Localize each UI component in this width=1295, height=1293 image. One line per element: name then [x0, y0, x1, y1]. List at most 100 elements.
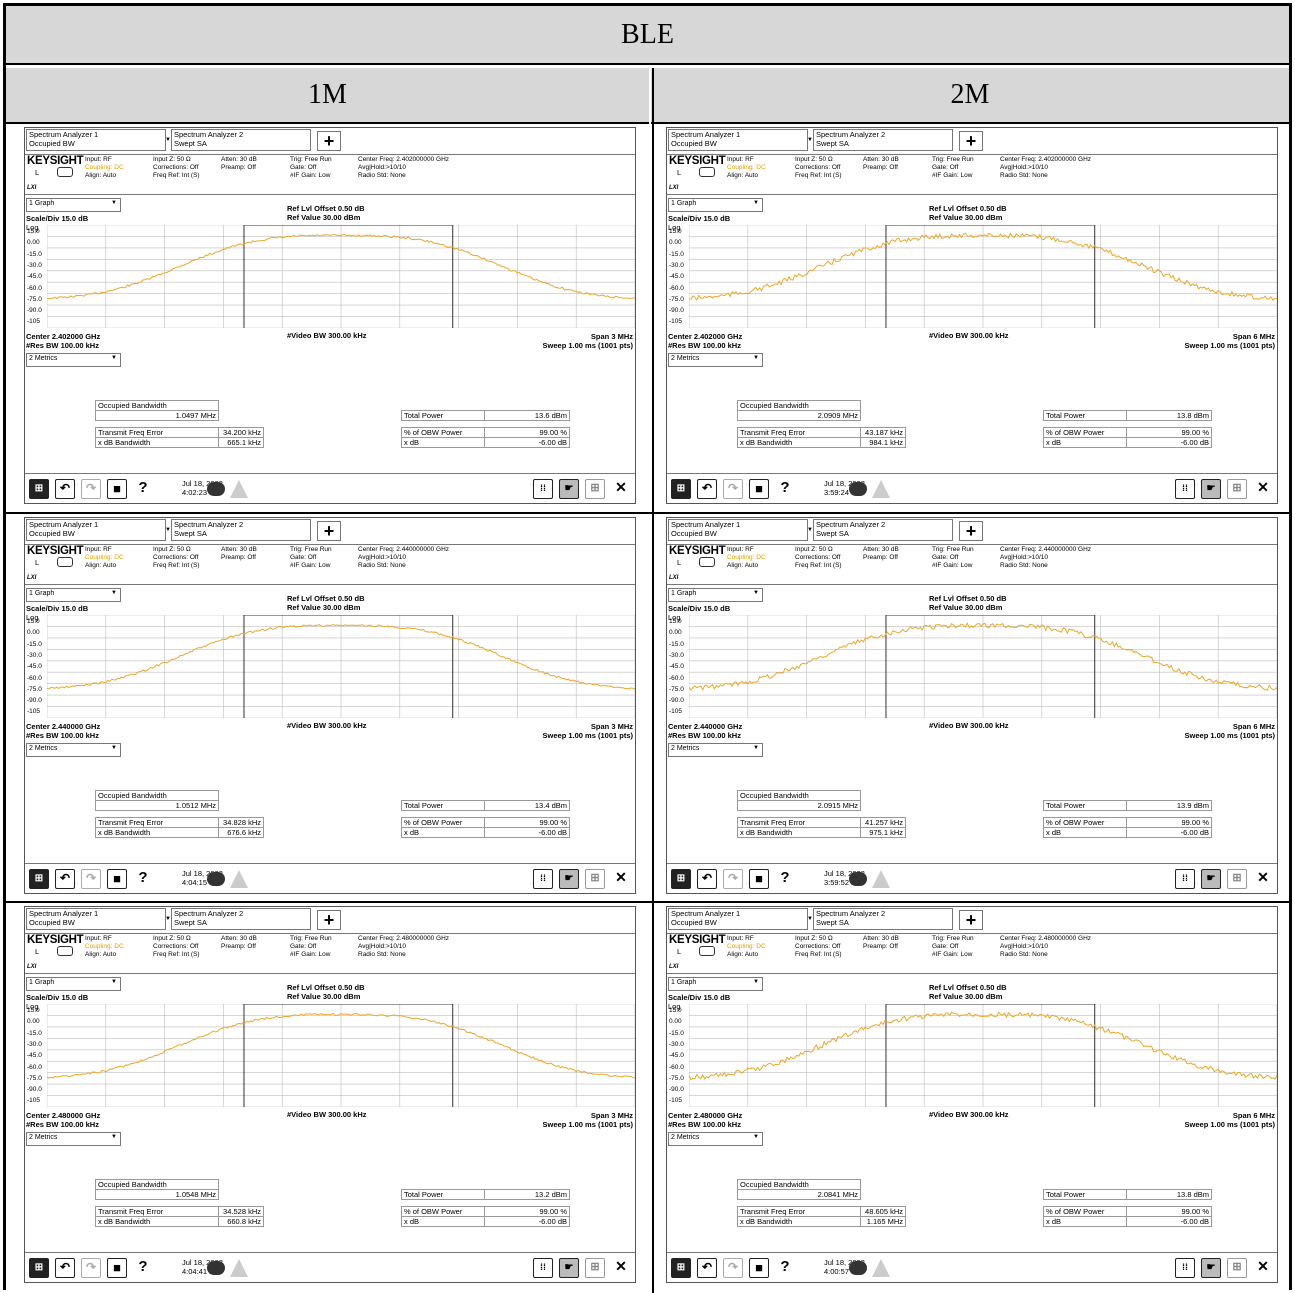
- warning-icon[interactable]: [230, 1259, 248, 1277]
- keypad-icon[interactable]: ⁞⁞: [533, 869, 553, 889]
- keypad-icon[interactable]: ⁞⁞: [533, 1258, 553, 1278]
- gate-setting[interactable]: Gate: Off: [290, 164, 317, 171]
- window-layout-icon[interactable]: ⊞: [1227, 479, 1247, 499]
- windows-icon[interactable]: ⊞: [671, 1258, 691, 1278]
- atten-setting[interactable]: Atten: 30 dB: [863, 546, 899, 553]
- atten-setting[interactable]: Atten: 30 dB: [863, 156, 899, 163]
- gate-setting[interactable]: Gate: Off: [932, 164, 959, 171]
- fullscreen-icon[interactable]: ✕: [615, 869, 627, 885]
- message-icon[interactable]: [207, 872, 225, 886]
- spectrum-plot[interactable]: [689, 225, 1277, 328]
- touch-icon[interactable]: ☛: [1201, 869, 1221, 889]
- corrections-setting[interactable]: Corrections: Off: [153, 943, 199, 950]
- tab-spectrum-analyzer-1[interactable]: Spectrum Analyzer 1 Occupied BW: [26, 519, 166, 541]
- if-gain-setting[interactable]: #IF Gain: Low: [932, 951, 973, 958]
- touch-icon[interactable]: ☛: [1201, 479, 1221, 499]
- help-icon[interactable]: ?: [138, 869, 148, 886]
- input-z-setting[interactable]: Input Z: 50 Ω: [795, 935, 833, 942]
- undo-icon[interactable]: ↶: [697, 479, 717, 499]
- metrics-layout-dropdown[interactable]: 2 Metrics ▼: [26, 353, 121, 367]
- input-z-setting[interactable]: Input Z: 50 Ω: [153, 935, 191, 942]
- folder-icon[interactable]: ■: [749, 479, 769, 499]
- spectrum-plot[interactable]: [689, 1004, 1277, 1107]
- fullscreen-icon[interactable]: ✕: [615, 1258, 627, 1274]
- spectrum-plot[interactable]: [47, 1004, 635, 1107]
- graph-layout-dropdown[interactable]: 1 Graph ▼: [668, 977, 763, 991]
- center-freq-readout[interactable]: Center Freq: 2.480000000 GHz: [358, 935, 450, 942]
- corrections-setting[interactable]: Corrections: Off: [153, 554, 199, 561]
- center-freq-readout[interactable]: Center Freq: 2.440000000 GHz: [1000, 546, 1092, 553]
- preamp-setting[interactable]: Preamp: Off: [863, 554, 898, 561]
- graph-layout-dropdown[interactable]: 1 Graph ▼: [26, 198, 121, 212]
- keypad-icon[interactable]: ⁞⁞: [1175, 869, 1195, 889]
- if-gain-setting[interactable]: #IF Gain: Low: [932, 172, 973, 179]
- touch-icon[interactable]: ☛: [559, 869, 579, 889]
- radio-std-setting[interactable]: Radio Std: None: [1000, 562, 1048, 569]
- windows-icon[interactable]: ⊞: [29, 479, 49, 499]
- coupling-setting[interactable]: Coupling: DC: [727, 943, 766, 950]
- touch-icon[interactable]: ☛: [559, 479, 579, 499]
- folder-icon[interactable]: ■: [749, 869, 769, 889]
- window-layout-icon[interactable]: ⊞: [1227, 1258, 1247, 1278]
- align-setting[interactable]: Align: Auto: [727, 562, 759, 569]
- tab-spectrum-analyzer-2[interactable]: Spectrum Analyzer 2 Swept SA: [171, 129, 311, 151]
- undo-icon[interactable]: ↶: [55, 869, 75, 889]
- spectrum-plot[interactable]: [47, 225, 635, 328]
- undo-icon[interactable]: ↶: [697, 869, 717, 889]
- tab-spectrum-analyzer-2[interactable]: Spectrum Analyzer 2 Swept SA: [813, 908, 953, 930]
- warning-icon[interactable]: [872, 480, 890, 498]
- input-z-setting[interactable]: Input Z: 50 Ω: [153, 156, 191, 163]
- tab-spectrum-analyzer-2[interactable]: Spectrum Analyzer 2 Swept SA: [813, 129, 953, 151]
- input-z-setting[interactable]: Input Z: 50 Ω: [795, 546, 833, 553]
- gate-setting[interactable]: Gate: Off: [932, 943, 959, 950]
- windows-icon[interactable]: ⊞: [29, 1258, 49, 1278]
- atten-setting[interactable]: Atten: 30 dB: [221, 156, 257, 163]
- message-icon[interactable]: [849, 872, 867, 886]
- freq-ref-setting[interactable]: Freq Ref: Int (S): [795, 951, 842, 958]
- keypad-icon[interactable]: ⁞⁞: [533, 479, 553, 499]
- redo-icon[interactable]: ↷: [81, 479, 101, 499]
- align-setting[interactable]: Align: Auto: [85, 562, 117, 569]
- tab-spectrum-analyzer-2[interactable]: Spectrum Analyzer 2 Swept SA: [171, 519, 311, 541]
- trig-setting[interactable]: Trig: Free Run: [932, 935, 974, 942]
- redo-icon[interactable]: ↷: [723, 479, 743, 499]
- metrics-layout-dropdown[interactable]: 2 Metrics ▼: [26, 1132, 121, 1146]
- warning-icon[interactable]: [230, 870, 248, 888]
- folder-icon[interactable]: ■: [107, 1258, 127, 1278]
- spectrum-plot[interactable]: [47, 615, 635, 718]
- add-screen-button[interactable]: +: [317, 131, 341, 151]
- redo-icon[interactable]: ↷: [723, 1258, 743, 1278]
- freq-ref-setting[interactable]: Freq Ref: Int (S): [153, 951, 200, 958]
- trig-setting[interactable]: Trig: Free Run: [290, 935, 332, 942]
- trig-setting[interactable]: Trig: Free Run: [932, 546, 974, 553]
- tab-spectrum-analyzer-1[interactable]: Spectrum Analyzer 1 Occupied BW: [26, 129, 166, 151]
- input-z-setting[interactable]: Input Z: 50 Ω: [795, 156, 833, 163]
- freq-ref-setting[interactable]: Freq Ref: Int (S): [153, 172, 200, 179]
- preamp-setting[interactable]: Preamp: Off: [221, 164, 256, 171]
- redo-icon[interactable]: ↷: [723, 869, 743, 889]
- message-icon[interactable]: [849, 1261, 867, 1275]
- gate-setting[interactable]: Gate: Off: [290, 554, 317, 561]
- tab-spectrum-analyzer-1[interactable]: Spectrum Analyzer 1 Occupied BW: [26, 908, 166, 930]
- coupling-setting[interactable]: Coupling: DC: [727, 164, 766, 171]
- fullscreen-icon[interactable]: ✕: [615, 479, 627, 495]
- add-screen-button[interactable]: +: [959, 131, 983, 151]
- radio-std-setting[interactable]: Radio Std: None: [358, 562, 406, 569]
- chevron-down-icon[interactable]: ▼: [165, 137, 171, 143]
- keypad-icon[interactable]: ⁞⁞: [1175, 1258, 1195, 1278]
- trig-setting[interactable]: Trig: Free Run: [290, 546, 332, 553]
- preamp-setting[interactable]: Preamp: Off: [863, 164, 898, 171]
- radio-std-setting[interactable]: Radio Std: None: [1000, 951, 1048, 958]
- input-setting[interactable]: Input: RF: [727, 546, 754, 553]
- keypad-icon[interactable]: ⁞⁞: [1175, 479, 1195, 499]
- gate-setting[interactable]: Gate: Off: [290, 943, 317, 950]
- align-setting[interactable]: Align: Auto: [85, 951, 117, 958]
- help-icon[interactable]: ?: [138, 1258, 148, 1275]
- message-icon[interactable]: [207, 1261, 225, 1275]
- add-screen-button[interactable]: +: [959, 910, 983, 930]
- radio-std-setting[interactable]: Radio Std: None: [358, 951, 406, 958]
- input-setting[interactable]: Input: RF: [85, 156, 112, 163]
- message-icon[interactable]: [849, 482, 867, 496]
- coupling-setting[interactable]: Coupling: DC: [85, 943, 124, 950]
- input-setting[interactable]: Input: RF: [727, 156, 754, 163]
